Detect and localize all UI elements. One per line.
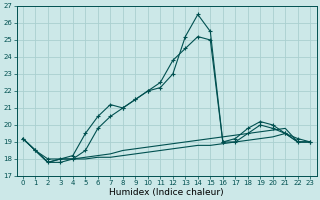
X-axis label: Humidex (Indice chaleur): Humidex (Indice chaleur) (109, 188, 224, 197)
